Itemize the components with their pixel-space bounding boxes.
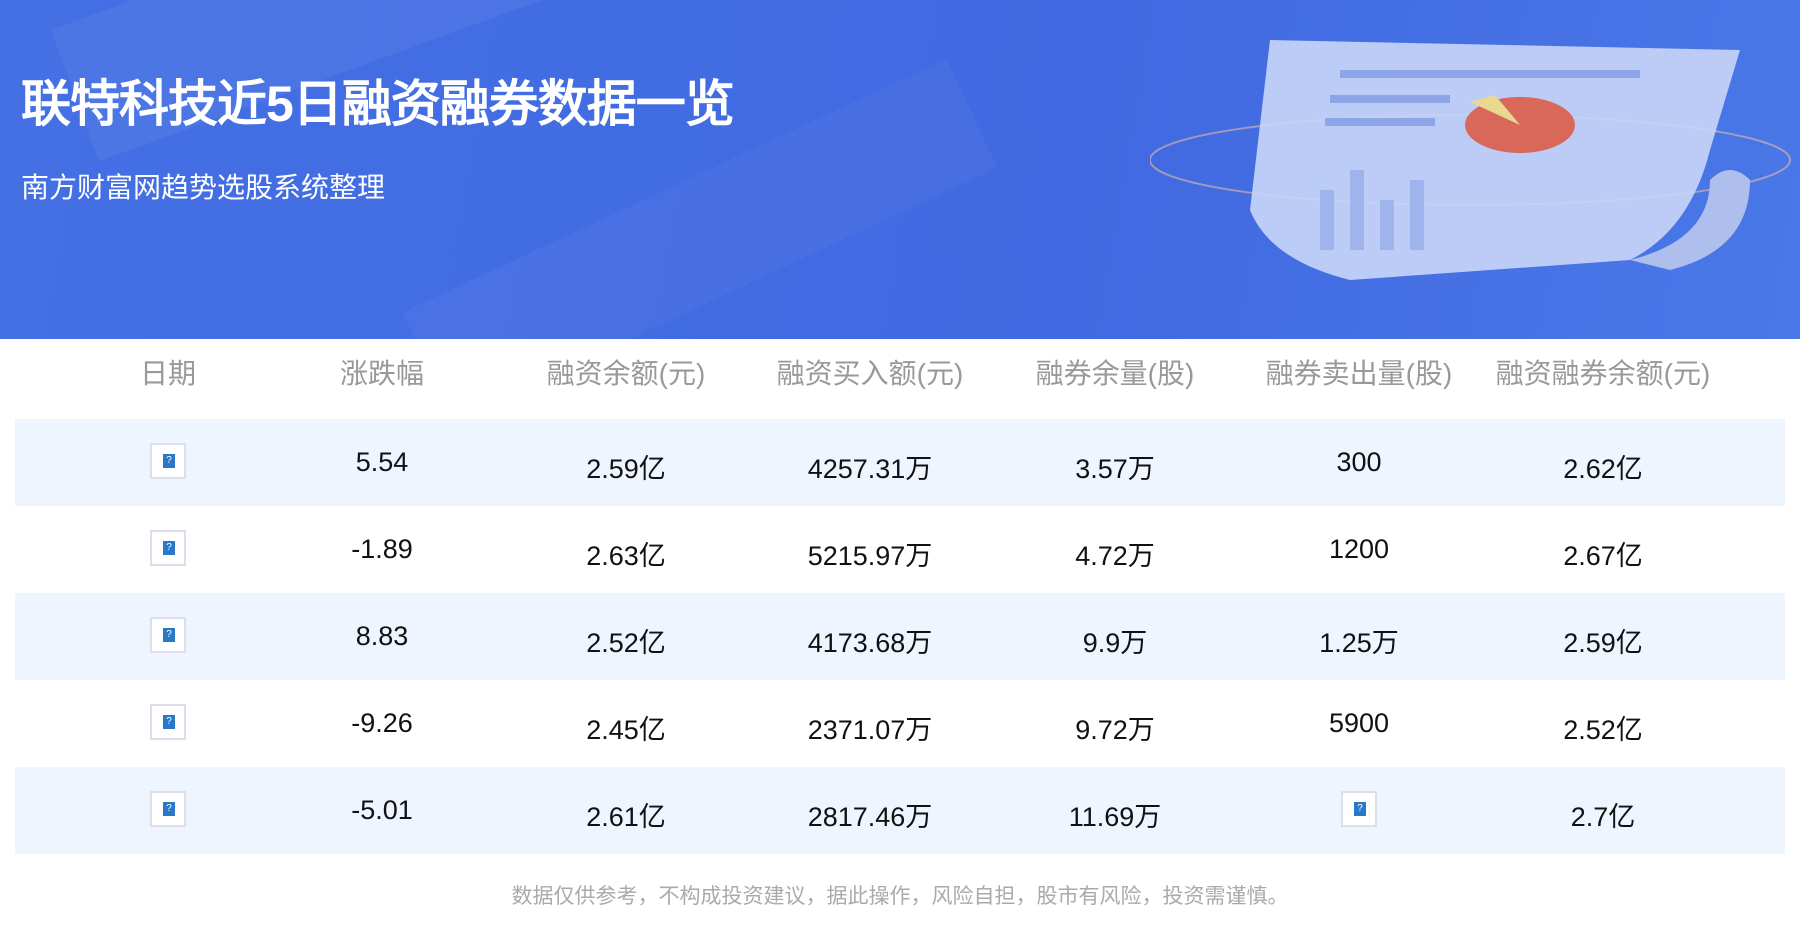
cell-short-balance: 9.72万 [1075,715,1155,745]
cell-short-balance: 3.57万 [1075,454,1155,484]
header-banner: 联特科技近5日融资融券数据一览 南方财富网趋势选股系统整理 [0,0,1800,339]
table-row: -9.26 2.45亿 2371.07万 9.72万 5900 2.52亿 [15,680,1785,767]
page-title: 联特科技近5日融资融券数据一览 [21,76,735,132]
cell-short-balance: 4.72万 [1075,541,1155,571]
column-header-total-balance: 融资融券余额(元) [1495,358,1711,389]
disclaimer: 数据仅供参考，不构成投资建议，据此操作，风险自担，股市有风险，投资需谨慎。 [511,885,1289,908]
cell-margin-buy: 5215.97万 [807,541,933,571]
cell-margin-buy: 2817.46万 [807,802,933,832]
cell-margin-balance: 2.45亿 [586,715,666,745]
table-row: 5.54 2.59亿 4257.31万 3.57万 300 2.62亿 [15,419,1785,506]
cell-change: 5.54 [355,447,409,477]
broken-image-icon [150,617,186,653]
table-row: -5.01 2.61亿 2817.46万 11.69万 2.7亿 [15,767,1785,854]
cell-margin-buy: 4257.31万 [807,454,933,484]
broken-image-icon [150,704,186,740]
cell-short-sell: 300 [1336,447,1382,477]
page-subtitle: 南方财富网趋势选股系统整理 [21,172,386,203]
column-header-change: 涨跌幅 [339,358,425,389]
cell-margin-balance: 2.59亿 [586,454,666,484]
cell-short-balance: 9.9万 [1082,628,1148,658]
cell-margin-buy: 2371.07万 [807,715,933,745]
broken-image-icon [150,530,186,566]
broken-image-icon [150,530,186,577]
report-illustration-icon [1150,40,1791,280]
cell-margin-balance: 2.52亿 [586,628,666,658]
table-row: -1.89 2.63亿 5215.97万 4.72万 1200 2.67亿 [15,506,1785,593]
cell-change: 8.83 [355,621,409,651]
column-header-short-balance: 融券余量(股) [1035,358,1195,389]
broken-image-icon [1341,791,1377,827]
column-header-date: 日期 [139,358,197,389]
column-header-margin-buy: 融资买入额(元) [776,358,964,389]
broken-image-icon [150,443,186,490]
table-row: 8.83 2.52亿 4173.68万 9.9万 1.25万 2.59亿 [15,593,1785,680]
broken-image-icon [150,704,186,751]
broken-image-icon [150,617,186,664]
broken-image-icon [1341,791,1377,838]
cell-total-balance: 2.7亿 [1570,802,1636,832]
column-header-margin-balance: 融资余额(元) [546,358,706,389]
cell-change: -9.26 [351,708,413,738]
cell-change: -1.89 [351,534,413,564]
cell-short-balance: 11.69万 [1068,802,1162,832]
table-header: 日期 涨跌幅 融资余额(元) 融资买入额(元) 融券余量(股) 融券卖出量(股)… [0,352,1800,397]
cell-short-sell: 1.25万 [1319,628,1399,658]
cell-short-sell: 1200 [1328,534,1390,564]
cell-change: -5.01 [351,795,413,825]
cell-margin-buy: 4173.68万 [807,628,933,658]
cell-total-balance: 2.52亿 [1563,715,1643,745]
cell-short-sell: 5900 [1328,708,1390,738]
broken-image-icon [150,791,186,827]
broken-image-icon [150,443,186,479]
cell-total-balance: 2.67亿 [1563,541,1643,571]
cell-total-balance: 2.59亿 [1563,628,1643,658]
broken-image-icon [150,791,186,838]
cell-margin-balance: 2.61亿 [586,802,666,832]
column-header-short-sell: 融券卖出量(股) [1265,358,1453,389]
cell-margin-balance: 2.63亿 [586,541,666,571]
cell-total-balance: 2.62亿 [1563,454,1643,484]
